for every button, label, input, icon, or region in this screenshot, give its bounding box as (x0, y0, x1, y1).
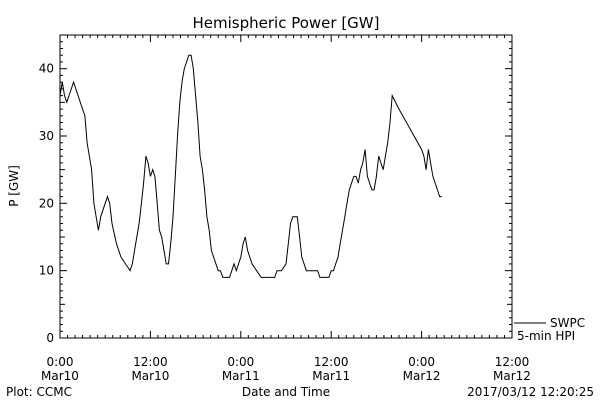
y-tick-label: 40 (39, 62, 54, 76)
x-axis-label: Date and Time (242, 385, 330, 399)
footer-credit: Plot: CCMC (6, 385, 72, 399)
footer-timestamp: 2017/03/12 12:20:25 (467, 385, 594, 399)
plot-frame (59, 34, 513, 339)
x-tick-date-label: Mar11 (222, 369, 260, 383)
series-layer (59, 54, 442, 278)
y-tick-label: 20 (39, 196, 54, 210)
y-axis-label: P [GW] (7, 165, 21, 207)
x-tick-date-label: Mar12 (403, 369, 441, 383)
x-tick-time-label: 12:00 (495, 355, 530, 369)
x-tick-date-label: Mar12 (493, 369, 531, 383)
legend-label: SWPC (550, 316, 585, 330)
series-line (59, 54, 442, 278)
x-axis: 0:00Mar1012:00Mar100:00Mar1112:00Mar110:… (41, 35, 531, 383)
chart-title: Hemispheric Power [GW] (193, 14, 380, 32)
y-axis: 0 10 20 30 40 (39, 34, 512, 345)
y-tick-label: 0 (46, 331, 54, 345)
legend-label-sub: 5-min HPI (517, 329, 575, 343)
y-tick-label: 30 (39, 129, 54, 143)
x-tick-time-label: 12:00 (133, 355, 168, 369)
x-tick-date-label: Mar10 (41, 369, 79, 383)
y-tick-label: 10 (39, 264, 54, 278)
x-tick-time-label: 0:00 (47, 355, 74, 369)
x-tick-time-label: 0:00 (227, 355, 254, 369)
x-tick-date-label: Mar11 (312, 369, 350, 383)
x-tick-time-label: 12:00 (314, 355, 349, 369)
x-tick-time-label: 0:00 (408, 355, 435, 369)
x-tick-date-label: Mar10 (131, 369, 169, 383)
